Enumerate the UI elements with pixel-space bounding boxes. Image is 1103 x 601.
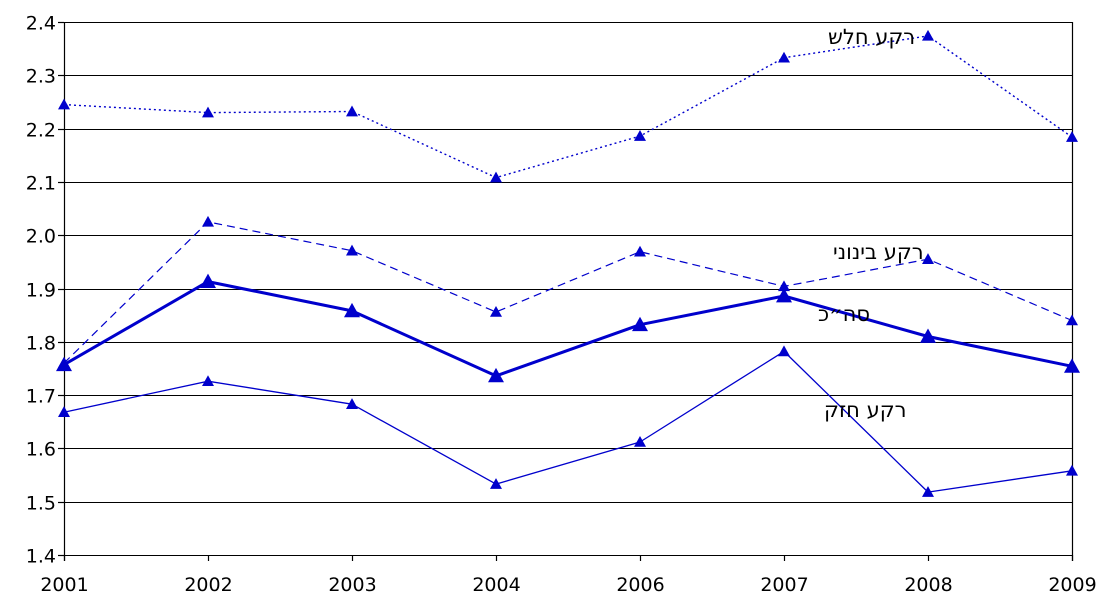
series-3	[58, 345, 1078, 497]
data-point-marker	[202, 215, 214, 227]
data-point-marker	[58, 98, 70, 110]
data-point-marker	[346, 398, 358, 409]
series-line	[63, 221, 1073, 364]
data-point-marker	[634, 130, 646, 141]
data-point-marker	[922, 253, 934, 264]
data-point-marker	[346, 244, 358, 256]
y-tick-label: 1.4	[26, 546, 56, 568]
data-point-marker	[778, 345, 790, 357]
data-point-marker	[920, 328, 936, 343]
data-point-marker	[922, 486, 934, 497]
x-tick-label: 2006	[616, 574, 664, 596]
data-point-marker	[632, 316, 648, 332]
series-label-strong-background: רקע חזק	[824, 398, 906, 422]
x-tick-label: 2009	[1048, 574, 1096, 596]
data-point-marker	[922, 29, 934, 41]
data-point-marker	[200, 273, 216, 288]
series-1	[58, 215, 1078, 368]
x-tick-label: 2003	[328, 574, 376, 596]
series-label-weak-background: רקע חלש	[828, 25, 915, 49]
y-tick-label: 2.2	[26, 120, 56, 142]
y-tick-label: 2.4	[26, 13, 56, 35]
series-line	[63, 280, 1073, 378]
data-point-marker	[634, 245, 646, 257]
series-line	[63, 350, 1073, 493]
series-labels: רקע חלש רקע בינוני סה״כ רקע חזק	[818, 25, 924, 422]
series-layer	[56, 29, 1080, 497]
x-tick-label: 2007	[760, 574, 808, 596]
data-point-marker	[1066, 131, 1078, 142]
data-point-marker	[778, 280, 790, 292]
series-line	[63, 35, 1073, 179]
data-point-marker	[634, 436, 646, 447]
data-point-marker	[56, 356, 72, 372]
y-tick-label: 1.9	[26, 280, 56, 302]
data-point-marker	[1066, 464, 1078, 476]
data-point-marker	[778, 51, 790, 63]
data-point-marker	[346, 105, 358, 117]
data-point-marker	[202, 375, 214, 387]
series-2	[56, 273, 1080, 383]
data-point-marker	[58, 406, 70, 417]
grid-layer	[63, 22, 1074, 561]
data-point-marker	[344, 302, 360, 318]
x-tick-label: 2004	[472, 574, 520, 596]
y-axis-ticks: 1.4 1.5 1.6 1.7 1.8 1.9 2.0 2.1 2.2 2.3 2.4	[26, 13, 64, 568]
data-point-marker	[490, 478, 502, 489]
data-point-marker	[490, 171, 502, 183]
y-tick-label: 2.3	[26, 66, 56, 88]
y-tick-label: 2.0	[26, 226, 56, 248]
y-tick-label: 1.6	[26, 439, 56, 461]
y-tick-label: 1.7	[26, 386, 56, 408]
x-tick-label: 2002	[184, 574, 232, 596]
series-label-total: סה״כ	[818, 302, 870, 326]
y-tick-label: 1.8	[26, 333, 56, 355]
data-point-marker	[488, 367, 504, 383]
y-tick-label: 2.1	[26, 173, 56, 195]
data-point-marker	[202, 106, 214, 118]
data-point-marker	[776, 287, 792, 303]
series-0	[58, 29, 1078, 183]
series-label-medium-background: רקע בינוני	[833, 240, 924, 264]
data-point-marker	[1064, 358, 1080, 373]
x-axis-ticks: 2001 2002 2003 2004 2006 2007 2008 2009	[40, 555, 1097, 596]
x-tick-label: 2001	[40, 574, 88, 596]
y-tick-label: 1.5	[26, 493, 56, 515]
data-point-marker	[1066, 314, 1078, 326]
x-tick-label: 2008	[904, 574, 952, 596]
data-point-marker	[490, 305, 502, 317]
